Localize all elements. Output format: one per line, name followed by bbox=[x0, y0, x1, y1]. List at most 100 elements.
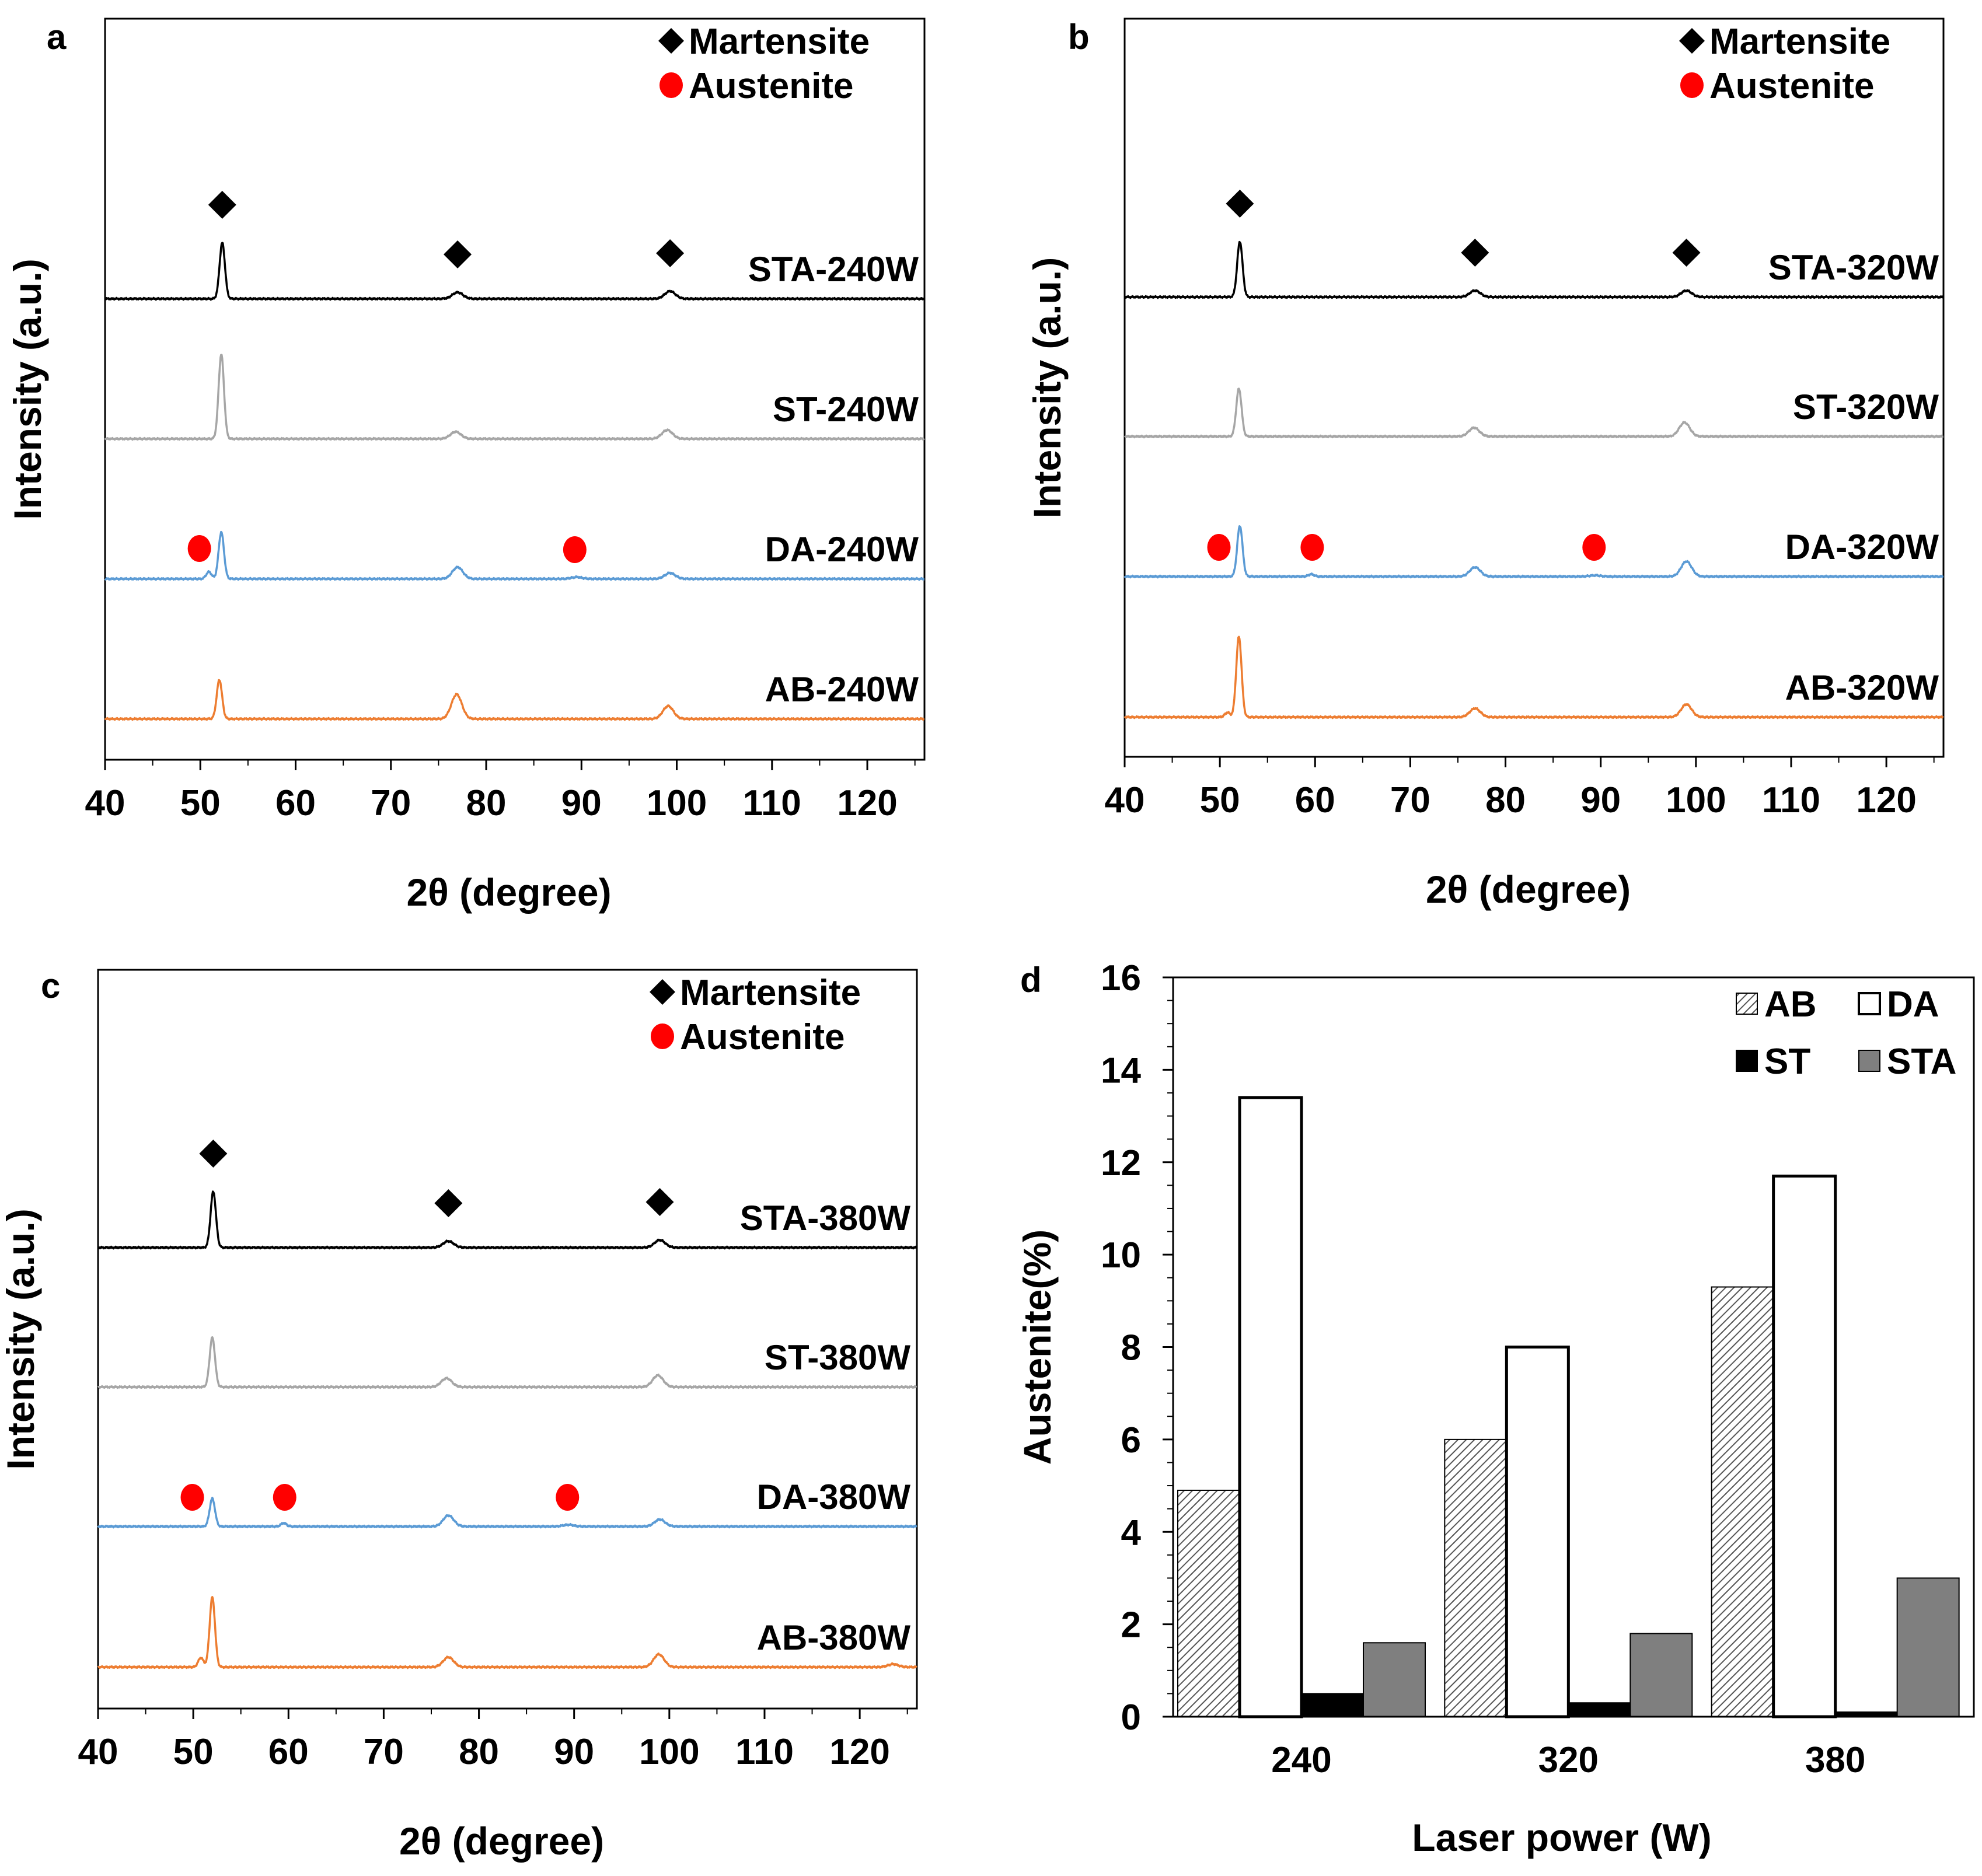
x-tick-label: 50 bbox=[180, 783, 221, 823]
xrd-trace-ab bbox=[1123, 635, 1944, 719]
bar-ab-380 bbox=[1711, 1286, 1774, 1717]
legend-martensite: Martensite bbox=[689, 22, 870, 62]
xrd-trace-ab bbox=[104, 679, 925, 721]
x-tick-label: 50 bbox=[1200, 780, 1240, 820]
xrd-trace-st bbox=[104, 354, 925, 441]
xrd-trace-sta bbox=[104, 242, 925, 301]
legend-swatch-st bbox=[1736, 1050, 1758, 1072]
xrd-trace-da bbox=[104, 530, 925, 581]
bar-st-320 bbox=[1568, 1702, 1631, 1717]
x-tick-label: 70 bbox=[364, 1732, 404, 1772]
x-tick-label: 50 bbox=[173, 1732, 214, 1772]
trace-label-st: ST-320W bbox=[1793, 387, 1939, 427]
y-tick-label: 6 bbox=[1121, 1420, 1141, 1461]
xrd-trace-sta bbox=[97, 1190, 917, 1250]
panel-letter: a bbox=[47, 18, 67, 57]
martensite-marker bbox=[1672, 239, 1701, 267]
legend-austenite: Austenite bbox=[1709, 66, 1874, 106]
austenite-marker bbox=[563, 536, 587, 563]
bar-da-320 bbox=[1505, 1346, 1570, 1718]
plot-frame bbox=[1172, 976, 1975, 1718]
martensite-marker bbox=[1226, 190, 1254, 218]
austenite-marker bbox=[1582, 534, 1606, 561]
austenite-marker bbox=[1207, 534, 1231, 561]
plot-frame bbox=[97, 969, 918, 1710]
legend-swatch-ab bbox=[1736, 993, 1758, 1015]
martensite-marker bbox=[656, 239, 685, 267]
x-tick-label: 80 bbox=[459, 1732, 499, 1772]
bar-da-240 bbox=[1238, 1096, 1303, 1718]
y-tick-label: 16 bbox=[1101, 958, 1141, 998]
trace-label-st: ST-240W bbox=[773, 390, 919, 429]
x-tick-label: 70 bbox=[1390, 780, 1430, 820]
legend-austenite: Austenite bbox=[689, 66, 853, 106]
xrd-trace-st bbox=[1123, 387, 1944, 439]
xrd-panel-b: 40 50 60 70 80 90 100 110 120 2θ (degree) Intensit… bbox=[1025, 18, 1945, 911]
y-tick-label: 2 bbox=[1121, 1605, 1141, 1646]
austenite-legend-icon bbox=[651, 1023, 674, 1049]
x-axis-title: 2θ (degree) bbox=[1426, 868, 1631, 911]
x-tick-label: 90 bbox=[1580, 780, 1621, 820]
y-tick-label: 12 bbox=[1101, 1143, 1141, 1183]
legend-swatch-sta bbox=[1858, 1050, 1880, 1072]
legend-martensite: Martensite bbox=[1709, 22, 1890, 62]
x-tick-label: 100 bbox=[1666, 780, 1726, 820]
x-tick-label: 70 bbox=[371, 783, 411, 823]
bar-sta-240 bbox=[1363, 1642, 1426, 1718]
x-tick-label: 80 bbox=[466, 783, 507, 823]
martensite-marker bbox=[444, 240, 472, 268]
y-tick-label: 10 bbox=[1101, 1235, 1141, 1276]
x-category-label: 380 bbox=[1805, 1740, 1865, 1780]
y-tick-label: 0 bbox=[1121, 1697, 1141, 1738]
x-tick-label: 40 bbox=[1105, 780, 1145, 820]
xrd-trace-da bbox=[1123, 525, 1944, 579]
panel-letter: c bbox=[41, 966, 60, 1005]
y-tick-label: 8 bbox=[1121, 1328, 1141, 1368]
trace-label-sta: STA-380W bbox=[740, 1199, 911, 1238]
austenite-marker bbox=[180, 1484, 204, 1511]
y-axis-title: Intensity (a.u.) bbox=[0, 1208, 42, 1469]
xrd-trace-st bbox=[97, 1336, 917, 1389]
bar-ab-320 bbox=[1444, 1438, 1508, 1717]
austenite-marker bbox=[187, 535, 211, 562]
legend-martensite: Martensite bbox=[680, 973, 861, 1013]
y-axis-title: Intensity (a.u.) bbox=[6, 258, 49, 519]
martensite-marker bbox=[199, 1140, 228, 1168]
austenite-legend-icon bbox=[659, 72, 683, 98]
y-tick-label: 4 bbox=[1121, 1512, 1142, 1553]
martensite-legend-icon bbox=[658, 28, 684, 54]
bar-da-380 bbox=[1772, 1175, 1837, 1718]
bar-sta-380 bbox=[1896, 1577, 1960, 1717]
x-tick-label: 110 bbox=[735, 1732, 794, 1772]
x-tick-label: 110 bbox=[743, 783, 801, 823]
xrd-trace-ab bbox=[97, 1596, 917, 1669]
y-axis-title: Intensity (a.u.) bbox=[1025, 257, 1069, 518]
x-tick-label: 40 bbox=[85, 783, 125, 823]
bar-panel-d: 0 2 4 6 8 10 12 14 16 240 320 380 AB DA ST STA Laser pow… bbox=[1016, 958, 1975, 1859]
x-tick-label: 100 bbox=[647, 783, 707, 823]
x-tick-label: 90 bbox=[554, 1732, 594, 1772]
martensite-marker bbox=[1461, 239, 1489, 267]
legend-label-da: DA bbox=[1887, 984, 1939, 1025]
x-tick-label: 120 bbox=[837, 783, 897, 823]
legend-austenite: Austenite bbox=[680, 1017, 845, 1057]
austenite-legend-icon bbox=[1680, 72, 1704, 98]
trace-label-da: DA-240W bbox=[765, 530, 919, 569]
x-tick-label: 40 bbox=[78, 1732, 118, 1772]
xrd-panel-c: 40 50 60 70 80 90 100 110 120 2θ (degree) Intensit… bbox=[0, 966, 918, 1863]
bar-ab-240 bbox=[1177, 1489, 1240, 1717]
austenite-marker bbox=[1300, 534, 1324, 561]
x-tick-label: 80 bbox=[1485, 780, 1526, 820]
xrd-panel-a: 40 50 60 70 80 90 100 110 120 2θ (degree) Intensit… bbox=[6, 18, 926, 914]
plot-frame bbox=[1123, 18, 1945, 758]
x-category-label: 240 bbox=[1271, 1740, 1331, 1780]
xrd-trace-da bbox=[97, 1497, 917, 1529]
panel-letter: d bbox=[1020, 960, 1042, 1000]
xrd-trace-sta bbox=[1123, 240, 1944, 299]
trace-label-st: ST-380W bbox=[765, 1338, 910, 1377]
austenite-marker bbox=[273, 1484, 296, 1511]
y-axis-title: Austenite(%) bbox=[1016, 1229, 1059, 1465]
martensite-marker bbox=[208, 191, 236, 219]
x-category-label: 320 bbox=[1538, 1740, 1599, 1780]
